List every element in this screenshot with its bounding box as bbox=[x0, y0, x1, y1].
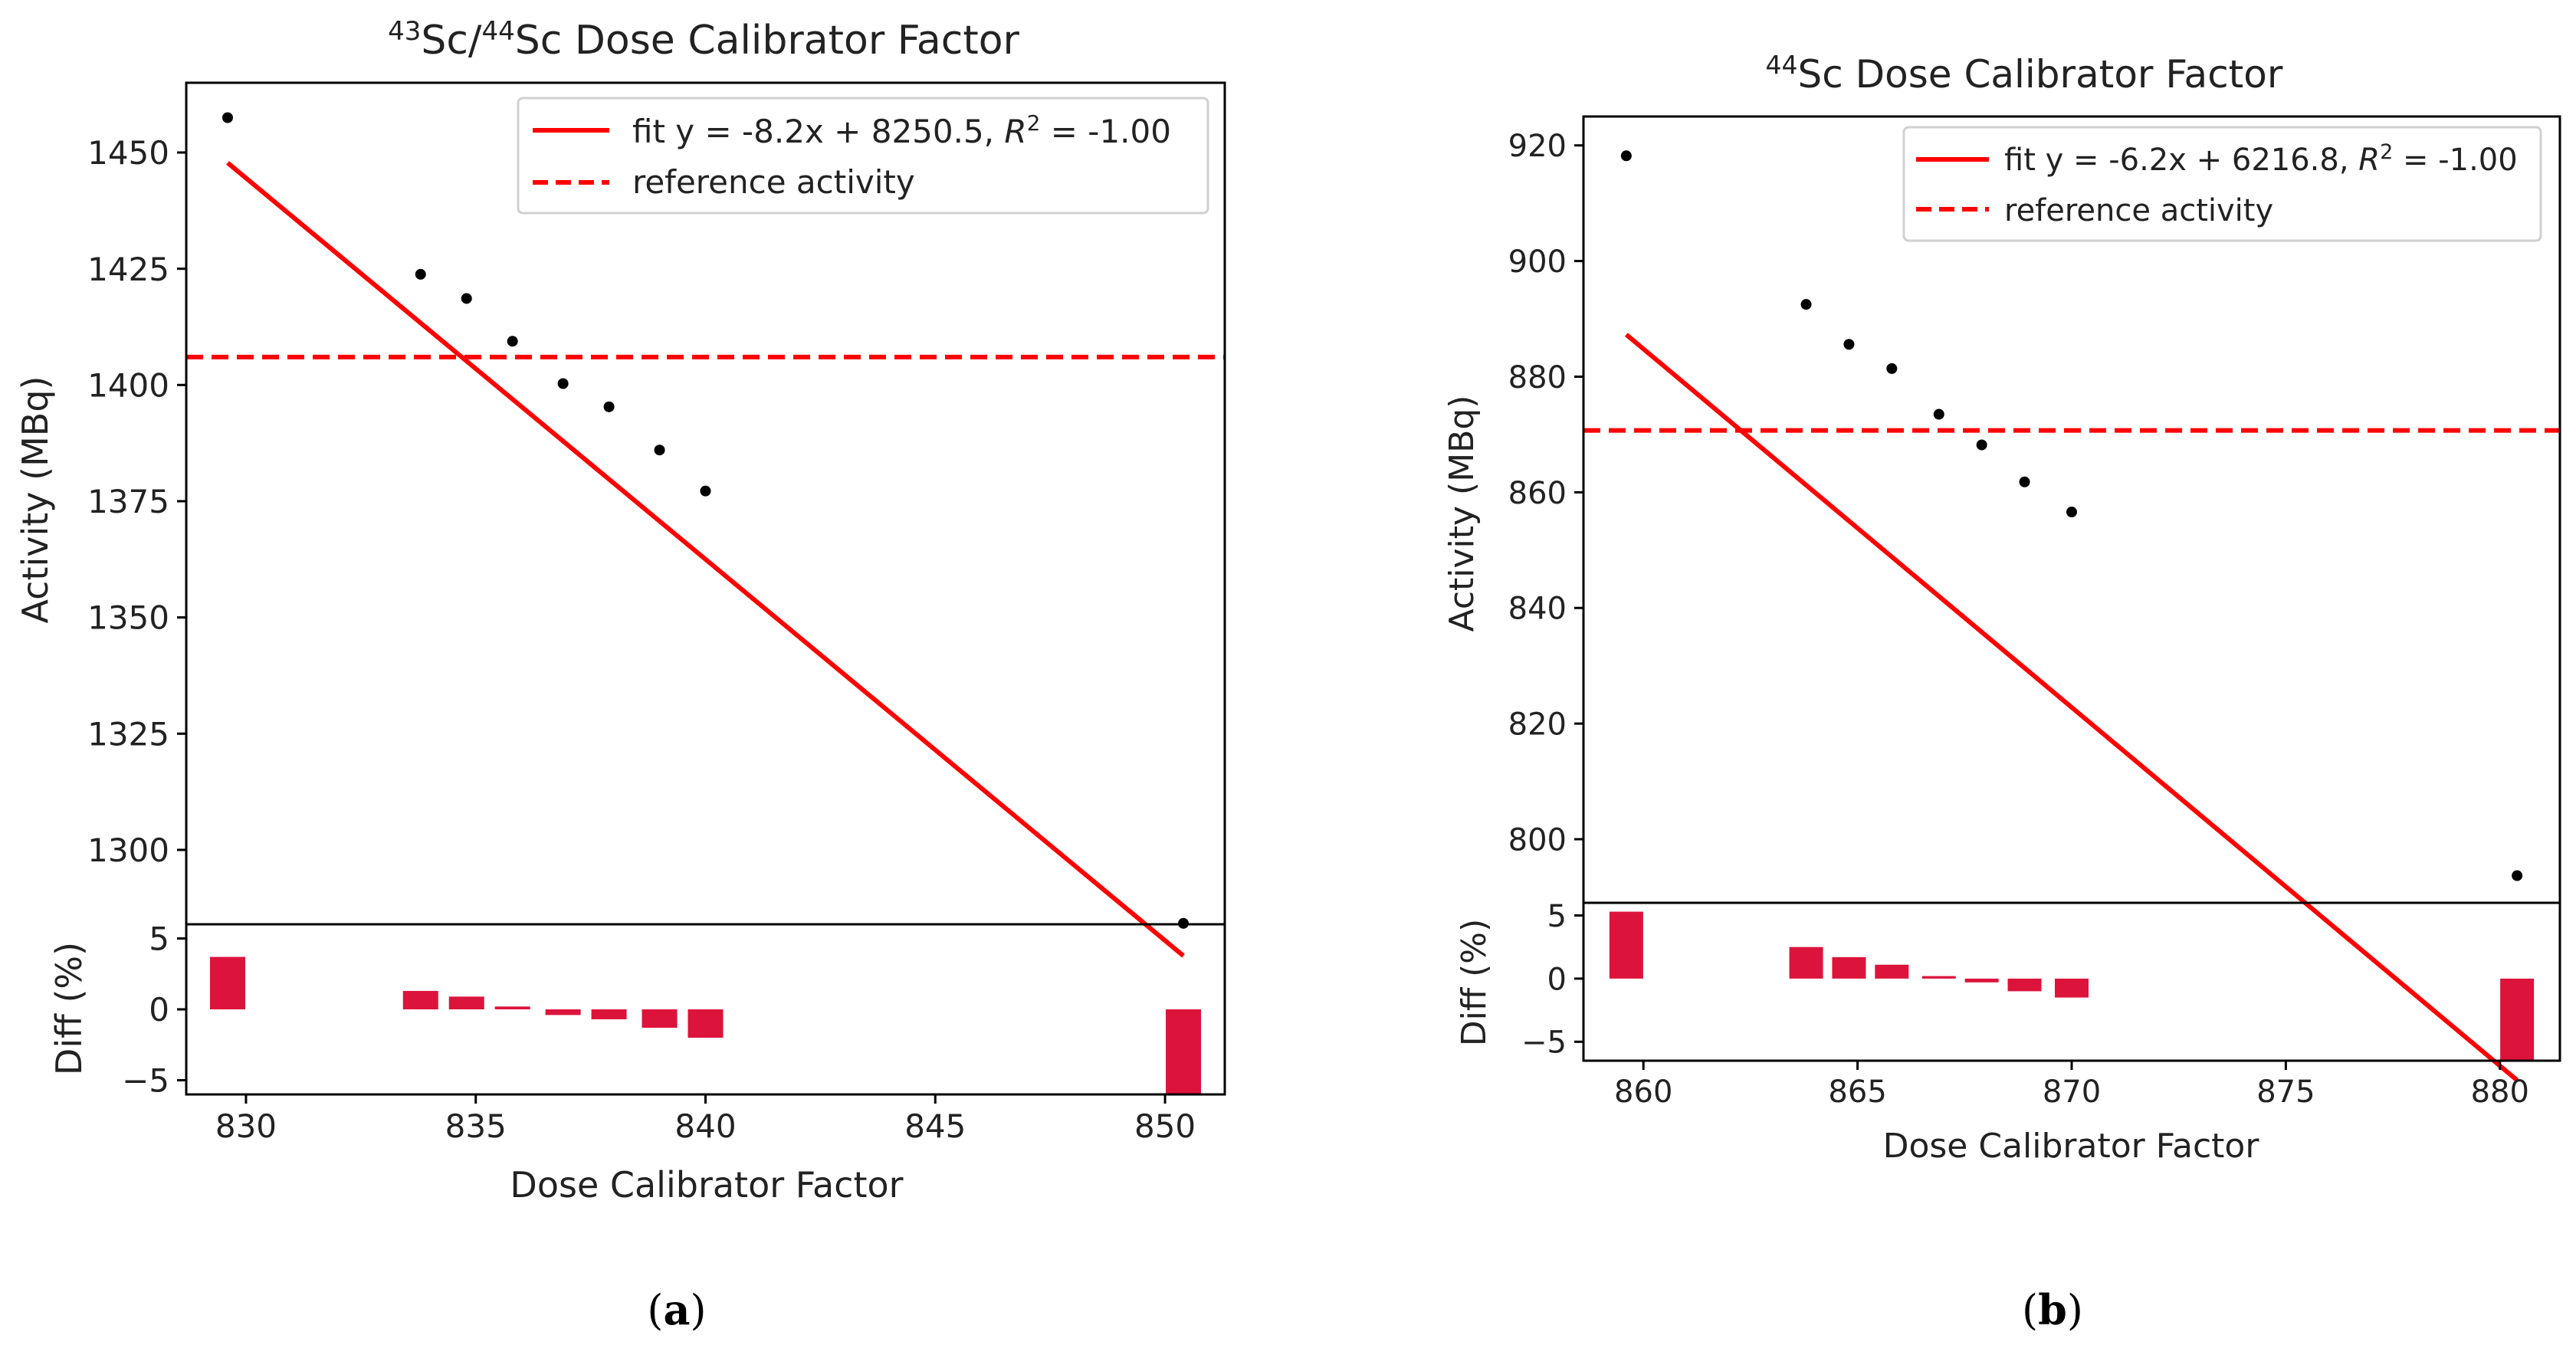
diff-bar bbox=[1964, 978, 1999, 983]
x-tick-label: 870 bbox=[2043, 1074, 2101, 1110]
diff-bar bbox=[687, 1009, 724, 1038]
data-point bbox=[2019, 476, 2030, 487]
diff-bar bbox=[448, 996, 484, 1009]
diff-bar bbox=[591, 1009, 627, 1019]
fit-line bbox=[1624, 333, 2519, 1082]
y-tick-label: 820 bbox=[1508, 707, 1567, 743]
panel-a-title-sup1: 43 bbox=[388, 16, 421, 47]
x-tick-label: 850 bbox=[1134, 1107, 1196, 1145]
diff-bar bbox=[2007, 978, 2042, 992]
diff-bar bbox=[1166, 1009, 1202, 1094]
diff-y-tick-label: 0 bbox=[1547, 962, 1567, 997]
panel-a-main-plot: 1300 1325 1350 1375 1400 1425 1450 bbox=[87, 81, 1226, 958]
x-tick-label: 830 bbox=[215, 1107, 277, 1145]
diff-bar bbox=[402, 990, 438, 1009]
y-tick-label: 860 bbox=[1508, 476, 1567, 511]
data-point bbox=[603, 401, 615, 412]
data-point bbox=[461, 293, 472, 304]
x-tick-label: 835 bbox=[445, 1107, 507, 1145]
panel-b-legend-fit-label: fit y = -6.2x + 6216.8, R2 = -1.00 bbox=[2004, 140, 2518, 178]
panel-a-legend: fit y = -8.2x + 8250.5, R2 = -1.00 refer… bbox=[517, 97, 1209, 215]
x-tick-label: 840 bbox=[674, 1107, 736, 1145]
data-point bbox=[507, 336, 518, 347]
diff-bar bbox=[1921, 976, 1956, 979]
panel-a-ylabel: Activity (MBq) bbox=[15, 376, 56, 624]
x-tick-label: 865 bbox=[1828, 1074, 1886, 1110]
panel-b-main-plot: 800 820 840 860 880 900 920 bbox=[1508, 115, 2561, 1082]
panel-a-legend-box bbox=[517, 97, 1209, 215]
diff-bar bbox=[1609, 911, 1643, 979]
panel-b-legend-box bbox=[1902, 126, 2542, 242]
panel-a-title-part2: Sc Dose Calibrator Factor bbox=[515, 18, 1020, 64]
panel-a-caption: (a) bbox=[647, 1285, 706, 1334]
diff-y-tick-label: 0 bbox=[149, 991, 169, 1029]
y-tick-label: 880 bbox=[1508, 360, 1567, 395]
diff-bar bbox=[545, 1009, 581, 1015]
panel-a-xlabel: Dose Calibrator Factor bbox=[510, 1164, 903, 1206]
panel-a-title-sup2: 44 bbox=[481, 16, 514, 47]
panel-a-title: 43Sc/44Sc Dose Calibrator Factor bbox=[388, 16, 1019, 64]
diff-bar bbox=[2055, 978, 2089, 998]
y-tick-label: 1425 bbox=[87, 251, 169, 288]
data-point bbox=[1976, 439, 1987, 451]
data-point bbox=[1933, 408, 1944, 420]
x-tick-label: 880 bbox=[2471, 1074, 2529, 1110]
diff-y-tick-label: −5 bbox=[1521, 1025, 1567, 1061]
y-tick-label: 900 bbox=[1508, 244, 1567, 280]
data-point bbox=[1886, 363, 1898, 374]
data-point bbox=[1620, 150, 1632, 162]
data-point bbox=[2512, 870, 2523, 881]
x-tick-label: 860 bbox=[1614, 1074, 1672, 1110]
y-tick-label: 1375 bbox=[87, 483, 169, 520]
panel-b-xlabel: Dose Calibrator Factor bbox=[1883, 1127, 2260, 1166]
data-point bbox=[654, 445, 665, 456]
panel-b-ylabel: Activity (MBq) bbox=[1442, 395, 1482, 632]
diff-y-tick-label: −5 bbox=[122, 1062, 169, 1100]
data-point bbox=[1843, 339, 1855, 350]
y-tick-label: 920 bbox=[1508, 129, 1567, 164]
y-tick-label: 1300 bbox=[87, 832, 169, 869]
diff-y-tick-label: 5 bbox=[1547, 899, 1567, 934]
data-point bbox=[1800, 299, 1812, 310]
y-tick-label: 1450 bbox=[87, 134, 169, 172]
fit-line bbox=[226, 161, 1185, 958]
y-tick-label: 840 bbox=[1508, 592, 1567, 627]
diff-y-tick-label: 5 bbox=[149, 920, 169, 958]
data-point bbox=[2066, 507, 2077, 518]
panel-a: 43Sc/44Sc Dose Calibrator Factor 1300 132… bbox=[15, 16, 1226, 1334]
y-tick-label: 1400 bbox=[87, 366, 169, 404]
panel-b-title-part2: Sc Dose Calibrator Factor bbox=[1798, 52, 2283, 97]
y-tick-label: 1325 bbox=[87, 715, 169, 753]
panel-b-diff-ylabel: Diff (%) bbox=[1455, 919, 1494, 1047]
x-tick-label: 875 bbox=[2256, 1074, 2315, 1110]
panel-b-title: 44Sc Dose Calibrator Factor bbox=[1766, 50, 2283, 97]
y-tick-label: 1350 bbox=[87, 599, 169, 637]
panel-b-caption: (b) bbox=[2022, 1285, 2083, 1334]
panel-a-diff-ylabel: Diff (%) bbox=[48, 942, 90, 1075]
panel-b-diff-plot: −5 0 5 860 865 870 875 880 bbox=[1521, 899, 2561, 1110]
panel-b-legend: fit y = -6.2x + 6216.8, R2 = -1.00 refer… bbox=[1902, 126, 2542, 242]
y-tick-label: 800 bbox=[1508, 822, 1567, 858]
panel-b: 44Sc Dose Calibrator Factor 800 820 840 860… bbox=[1442, 50, 2561, 1334]
panel-b-title-sup1: 44 bbox=[1766, 50, 1798, 80]
diff-bar bbox=[1875, 964, 1909, 979]
panel-a-diff-plot: −5 0 5 830 835 840 845 850 bbox=[122, 920, 1226, 1145]
x-tick-label: 845 bbox=[904, 1107, 966, 1145]
diff-bar bbox=[209, 956, 245, 1009]
diff-bar bbox=[494, 1006, 530, 1009]
panel-a-legend-fit-label: fit y = -8.2x + 8250.5, R2 = -1.00 bbox=[632, 110, 1171, 150]
data-point bbox=[415, 268, 426, 280]
data-point bbox=[222, 112, 233, 123]
data-point bbox=[557, 378, 569, 389]
diff-bar bbox=[1789, 947, 1823, 979]
diff-bar bbox=[2500, 978, 2535, 1061]
data-point bbox=[700, 485, 711, 497]
panel-b-legend-ref-label: reference activity bbox=[2004, 193, 2273, 228]
panel-a-legend-ref-label: reference activity bbox=[632, 163, 915, 201]
diff-bar bbox=[642, 1009, 678, 1029]
panel-a-title-part1: Sc/ bbox=[421, 18, 482, 64]
diff-bar bbox=[1832, 956, 1866, 979]
